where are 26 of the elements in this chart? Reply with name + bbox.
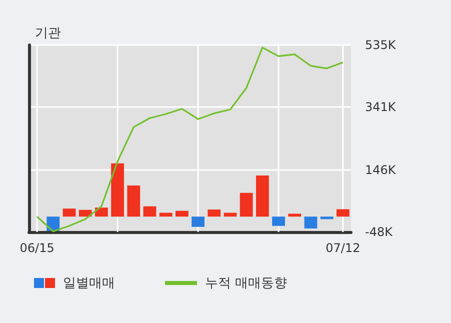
bar <box>176 210 188 217</box>
bar <box>240 192 253 217</box>
legend-label: 일별매매 <box>63 275 115 292</box>
bar <box>208 210 221 217</box>
bar <box>95 208 108 217</box>
y-tick-label: 146K <box>365 162 397 177</box>
legend-label: 누적 매매동향 <box>205 275 288 292</box>
bar <box>62 208 76 217</box>
y-tick-label: -48K <box>365 225 394 239</box>
bar <box>159 212 172 217</box>
bar <box>192 216 204 227</box>
bar <box>272 216 285 226</box>
y-tick-label: 341K <box>365 100 397 114</box>
bar <box>288 214 302 217</box>
bar <box>336 209 350 217</box>
x-tick-label: 06/15 <box>20 241 54 255</box>
bar <box>256 176 269 217</box>
bar <box>304 216 318 228</box>
line-series <box>36 46 344 232</box>
y-tick-label: 535K <box>365 38 397 52</box>
x-tick-label: 07/12 <box>326 241 360 255</box>
bar <box>320 216 334 220</box>
bar <box>111 163 124 217</box>
chart-title: 기관 <box>35 26 61 41</box>
bar <box>143 206 156 217</box>
bar <box>127 185 140 217</box>
